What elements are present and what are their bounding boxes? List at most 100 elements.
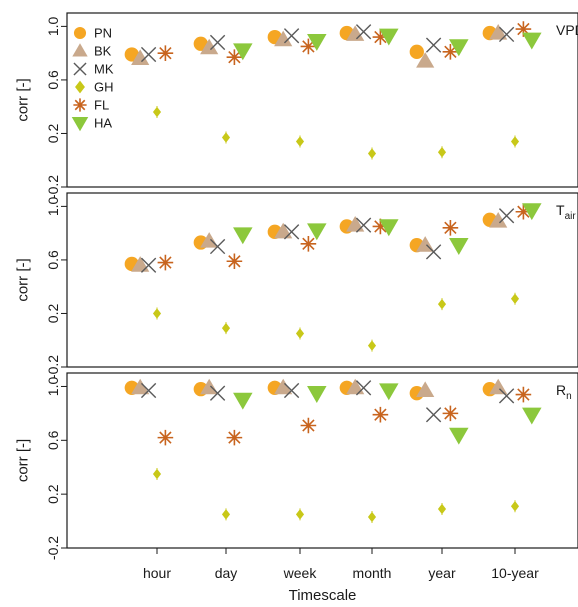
y-tick-label: 0.2 — [45, 484, 61, 504]
marker-bk-month — [346, 25, 365, 41]
marker-fl-year — [442, 220, 459, 236]
marker-ha-week — [307, 223, 327, 241]
panel-label: VPD — [556, 22, 578, 38]
marker-gh-10-year — [510, 501, 520, 512]
marker-mk-year — [425, 244, 442, 260]
marker-gh-hour — [152, 106, 162, 118]
marker-bk-hour — [131, 256, 150, 272]
panel-2: -0.2 0.2 0.6 1.0 corr [-] Tair — [15, 192, 578, 379]
marker-gh-year — [437, 298, 447, 310]
marker-fl-hour — [157, 429, 174, 446]
marker-gh-year — [437, 503, 447, 515]
panel-1: -0.2 0.2 0.6 1.0 corr [-] VPD — [15, 12, 578, 199]
marker-bk-year — [416, 52, 435, 68]
legend-marker-pn — [73, 26, 87, 40]
marker-bk-day — [200, 378, 219, 395]
marker-fl-week — [300, 236, 317, 252]
marker-bk-day — [200, 38, 219, 55]
marker-fl-year — [442, 44, 459, 60]
marker-ha-day — [233, 43, 253, 61]
y-axis-title: corr [-] — [15, 258, 32, 301]
marker-fl-10-year — [515, 386, 532, 403]
y-tick-label: 1.0 — [45, 196, 61, 216]
x-axis: hour day week month year 10-year — [143, 548, 539, 581]
marker-bk-10-year — [489, 23, 508, 40]
marker-fl-hour — [157, 254, 174, 271]
panel-3: -0.2 0.2 0.6 1.0 corr [-] Rn — [15, 372, 578, 560]
y-axis-title: corr [-] — [15, 78, 32, 121]
marker-fl-week — [300, 38, 317, 55]
marker-gh-week — [295, 136, 305, 147]
marker-gh-year — [437, 146, 447, 158]
marker-ha-day — [233, 392, 253, 410]
marker-mk-hour — [140, 46, 157, 63]
marker-fl-month — [372, 218, 389, 235]
x-tick-label: week — [283, 565, 318, 581]
marker-fl-month — [372, 406, 389, 423]
marker-mk-week — [283, 28, 300, 44]
y-tick-label: 0.6 — [45, 430, 61, 450]
marker-ha-month — [379, 28, 399, 46]
x-tick-label: year — [428, 565, 456, 581]
x-axis-title: Timescale — [289, 587, 357, 604]
legend-marker-fl — [73, 98, 87, 112]
legend-label-gh: GH — [94, 80, 114, 95]
marker-mk-week — [283, 224, 300, 240]
y-axis-title: corr [-] — [15, 439, 32, 482]
x-tick-label: month — [353, 565, 392, 581]
legend-marker-bk — [72, 43, 88, 57]
marker-mk-hour — [140, 257, 157, 273]
marker-gh-month — [367, 340, 377, 351]
marker-gh-day — [221, 509, 231, 520]
marker-bk-hour — [131, 378, 150, 395]
marker-gh-week — [295, 328, 305, 339]
marker-fl-10-year — [515, 203, 532, 220]
y-tick-label: 1.0 — [45, 377, 61, 397]
x-tick-label: day — [215, 565, 238, 581]
marker-bk-hour — [131, 49, 150, 66]
x-tick-label: 10-year — [491, 565, 539, 581]
marker-fl-hour — [157, 45, 174, 61]
marker-gh-week — [295, 509, 305, 520]
panel-frame — [66, 192, 578, 368]
marker-gh-10-year — [510, 293, 520, 305]
marker-gh-month — [367, 148, 377, 159]
marker-bk-month — [346, 216, 365, 232]
marker-mk-year — [425, 37, 442, 53]
marker-gh-day — [221, 322, 231, 334]
marker-bk-year — [416, 381, 435, 397]
y-tick-label: -0.2 — [45, 536, 61, 560]
marker-ha-month — [379, 219, 399, 237]
marker-bk-10-year — [489, 212, 508, 228]
marker-ha-week — [307, 386, 327, 403]
marker-mk-year — [425, 407, 442, 423]
marker-bk-10-year — [489, 378, 508, 395]
marker-gh-10-year — [510, 136, 520, 147]
panel-frame — [66, 12, 578, 188]
marker-ha-month — [379, 383, 399, 401]
x-tick-label: hour — [143, 565, 171, 581]
y-tick-label: 0.2 — [45, 124, 61, 144]
marker-bk-day — [200, 232, 219, 248]
marker-fl-month — [372, 29, 389, 45]
marker-mk-10-year — [498, 26, 515, 43]
marker-gh-hour — [152, 468, 162, 480]
marker-pn-year — [409, 44, 424, 59]
panel-label: Tair — [556, 202, 576, 222]
marker-mk-hour — [140, 382, 157, 399]
marker-gh-month — [367, 511, 377, 523]
legend-marker-ha — [71, 116, 89, 132]
panel-label: Rn — [556, 382, 572, 402]
marker-mk-day — [209, 385, 226, 401]
marker-bk-week — [274, 30, 293, 47]
marker-mk-10-year — [498, 208, 515, 224]
y-tick-label: 0.6 — [45, 70, 61, 90]
marker-ha-10-year — [522, 32, 542, 50]
marker-fl-year — [442, 405, 459, 422]
panel-frame — [66, 372, 578, 549]
y-tick-label: 1.0 — [45, 16, 61, 36]
marker-ha-day — [233, 227, 253, 245]
marker-mk-day — [209, 238, 226, 255]
legend-label-fl: FL — [94, 98, 109, 113]
